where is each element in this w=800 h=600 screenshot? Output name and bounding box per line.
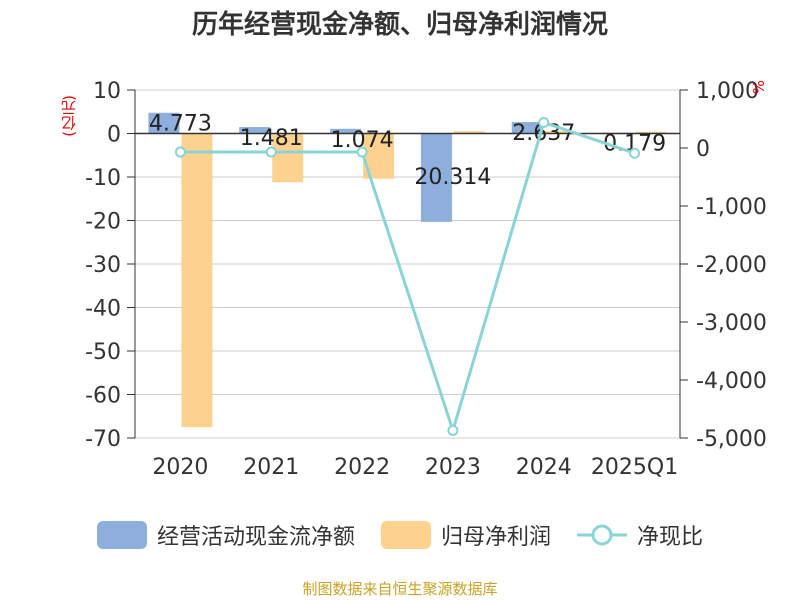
cashflow-bar [330, 128, 362, 134]
y-right-tick-label: -4,000 [696, 369, 767, 394]
ratio-point [447, 424, 459, 436]
cashflow-bar [239, 127, 271, 134]
y-right-tick-label: 0 [696, 137, 710, 162]
legend-label-net-profit: 归母净利润 [440, 525, 551, 550]
legend-label-cashflow: 经营活动现金流净额 [156, 525, 355, 550]
source-note: 制图数据来自恒生聚源数据库 [302, 580, 498, 598]
y-axis-left-label: (亿元) [60, 95, 78, 137]
legend-swatch-net-profit [380, 521, 431, 549]
y-left-tick-label: -60 [85, 384, 121, 409]
net-profit-bar [453, 131, 485, 134]
ratio-point [629, 147, 641, 159]
x-tick-label: 2020 [152, 455, 208, 480]
ratio-point [356, 146, 368, 158]
x-tick-label: 2025Q1 [591, 455, 678, 480]
y-left-tick-label: -50 [85, 340, 121, 365]
legend-label-ratio: 净现比 [637, 525, 704, 550]
x-tick-label: 2021 [243, 455, 299, 480]
y-left-tick-label: 0 [107, 123, 121, 148]
cashflow-data-label: 4.773 [149, 112, 212, 137]
y-left-tick-label: -40 [85, 297, 121, 322]
net-profit-bar [272, 133, 304, 183]
legend-item-cashflow[interactable]: 经营活动现金流净额 [96, 519, 355, 551]
x-tick-label: 2023 [425, 455, 481, 480]
cashflow-bar [511, 122, 543, 134]
y-left-tick-label: -70 [85, 427, 121, 452]
net-profit-bar [635, 131, 667, 134]
legend-item-net-profit[interactable]: 归母净利润 [380, 519, 551, 551]
y-left-tick-label: -30 [85, 253, 121, 278]
y-right-tick-label: -3,000 [696, 311, 767, 336]
cashflow-bar [148, 112, 180, 134]
y-right-tick-label: 1,000 [696, 79, 759, 104]
net-profit-bar [181, 133, 213, 428]
y-right-tick-label: -2,000 [696, 253, 767, 278]
legend: 经营活动现金流净额 归母净利润 净现比 [0, 518, 800, 552]
ratio-point [265, 146, 277, 158]
legend-line-icon [577, 524, 627, 546]
legend-swatch-cashflow [96, 521, 147, 549]
y-right-tick-label: -5,000 [696, 427, 767, 452]
ratio-point [174, 146, 186, 158]
x-tick-label: 2022 [334, 455, 390, 480]
ratio-line [180, 120, 636, 436]
cashflow-bar [420, 133, 452, 222]
ratio-point [538, 116, 550, 128]
net-profit-bar [544, 130, 576, 134]
cashflow-data-label: 20.314 [414, 165, 491, 190]
legend-item-ratio[interactable]: 净现比 [577, 519, 703, 551]
chart-title: 历年经营现金净额、归母净利润情况 [191, 10, 608, 40]
y-left-tick-label: 10 [93, 79, 121, 104]
x-tick-label: 2024 [516, 455, 572, 480]
y-right-tick-label: -1,000 [696, 195, 767, 220]
y-left-tick-label: -20 [85, 210, 121, 235]
y-left-tick-label: -10 [85, 166, 121, 191]
y-axis-right-label: % [750, 80, 768, 95]
